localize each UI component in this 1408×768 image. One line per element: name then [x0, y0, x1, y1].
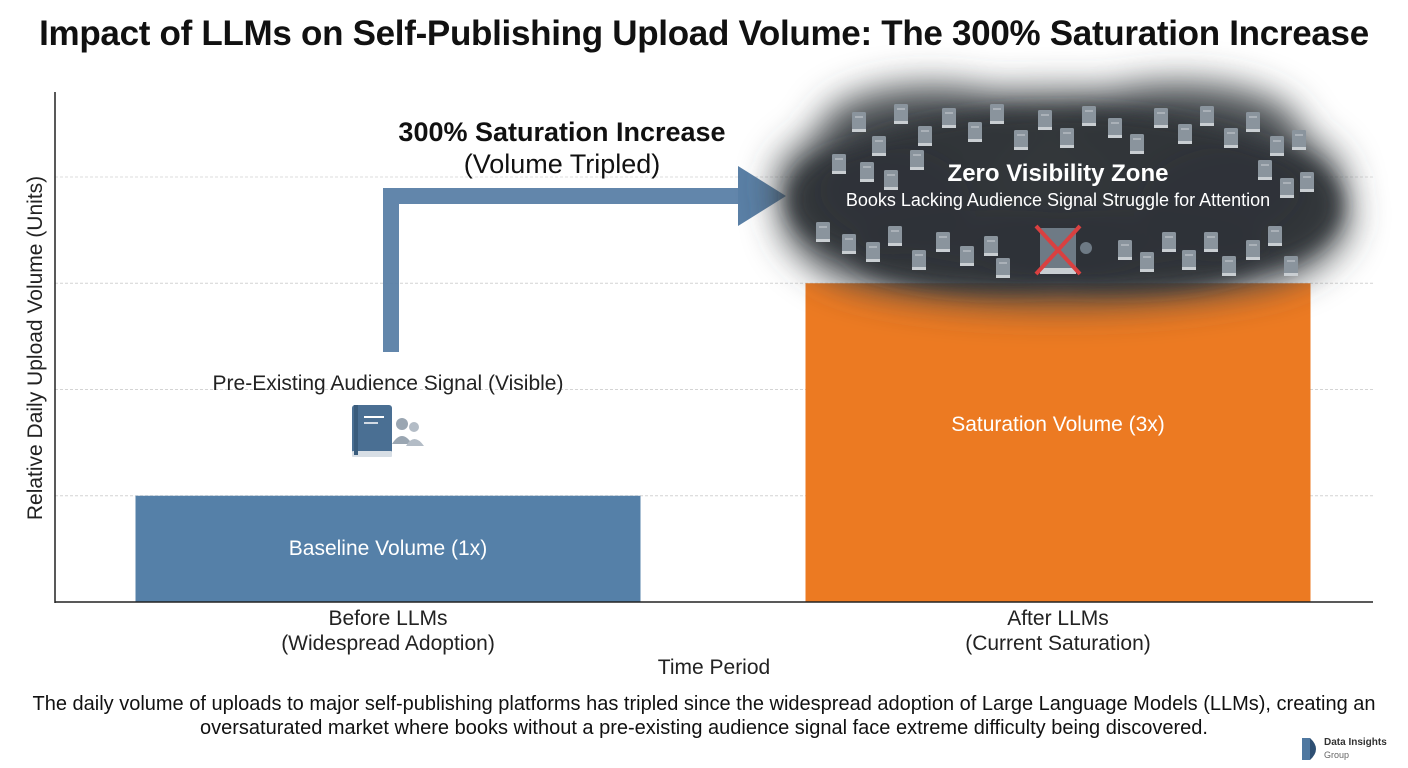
icons [352, 224, 1092, 457]
brand-logo-icon [1302, 738, 1316, 760]
grey-book-icon [1268, 226, 1282, 246]
grey-book-icon [1224, 128, 1238, 148]
grey-book-icon [866, 242, 880, 262]
grey-book-icon [1178, 124, 1192, 144]
grey-book-icon [990, 104, 1004, 124]
grey-book-icon [1204, 232, 1218, 252]
crossed-book-icon [1034, 224, 1092, 276]
grey-book-icon [852, 112, 866, 132]
brand-name: Data Insights [1324, 737, 1387, 748]
grey-book-icon [912, 250, 926, 270]
brand-subtitle: Group [1324, 750, 1350, 760]
grey-book-icon [1014, 130, 1028, 150]
arrow-head [738, 166, 786, 226]
chart-title: Impact of LLMs on Self-Publishing Upload… [39, 14, 1369, 53]
grey-book-icon [1292, 130, 1306, 150]
grey-book-icon [1140, 252, 1154, 272]
increase-annotation-subtitle: (Volume Tripled) [463, 149, 661, 179]
grey-book-icon [888, 226, 902, 246]
grey-book-icon [860, 162, 874, 182]
grey-book-icon [1108, 118, 1122, 138]
y-axis-label: Relative Daily Upload Volume (Units) [24, 175, 47, 521]
zero-visibility-zone-title: Zero Visibility Zone [947, 160, 1169, 187]
grey-book-icon [968, 122, 982, 142]
caption: The daily volume of uploads to major sel… [32, 693, 1376, 739]
x-tick-label-line: (Widespread Adoption) [281, 632, 495, 655]
grey-book-icon [1060, 128, 1074, 148]
grey-book-icon [832, 154, 846, 174]
axes [54, 92, 1373, 603]
book-cluster-icon [816, 104, 1314, 278]
x-tick-label-line: After LLMs [1007, 607, 1109, 630]
grey-book-icon [1130, 134, 1144, 154]
x-tick-label-line: Before LLMs [328, 607, 448, 630]
grey-book-icon [960, 246, 974, 266]
arrow-shaft [383, 188, 745, 352]
grey-book-icon [1246, 112, 1260, 132]
grey-book-icon [816, 222, 830, 242]
grey-book-icon [1258, 160, 1272, 180]
grey-book-icon [1200, 106, 1214, 126]
grey-book-icon [1154, 108, 1168, 128]
grey-book-icon [1270, 136, 1284, 156]
audience-icon [392, 418, 424, 446]
grey-book-icon [942, 108, 956, 128]
pre-existing-signal-label: Pre-Existing Audience Signal (Visible) [212, 372, 564, 395]
x-tick-label-after: After LLMs (Current Saturation) [888, 606, 1228, 656]
grey-book-icon [1246, 240, 1260, 260]
grey-book-icon [1284, 256, 1298, 276]
book-icon [352, 405, 392, 457]
x-axis-label: Time Period [657, 656, 771, 679]
grey-book-icon [1280, 178, 1294, 198]
increase-annotation-title: 300% Saturation Increase [398, 117, 726, 147]
grey-book-icon [1222, 256, 1236, 276]
bar-1 [805, 283, 1311, 602]
grey-book-icon [1300, 172, 1314, 192]
increase-arrow [383, 166, 786, 352]
bar-0 [135, 495, 641, 602]
zero-visibility-zone-subtitle: Books Lacking Audience Signal Struggle f… [845, 190, 1271, 210]
bar-label-baseline: Baseline Volume (1x) [288, 536, 488, 560]
grey-book-icon [936, 232, 950, 252]
x-tick-label-line: (Current Saturation) [965, 632, 1151, 655]
x-tick-label-before: Before LLMs (Widespread Adoption) [218, 606, 558, 656]
grey-book-icon [1182, 250, 1196, 270]
grey-book-icon [842, 234, 856, 254]
grey-book-icon [996, 258, 1010, 278]
zero-visibility-cloud [775, 82, 1350, 305]
grey-book-icon [910, 150, 924, 170]
grey-book-icon [1082, 106, 1096, 126]
grey-book-icon [1038, 110, 1052, 130]
grey-book-icon [894, 104, 908, 124]
grey-book-icon [918, 126, 932, 146]
grey-book-icon [884, 170, 898, 190]
grey-book-icon [872, 136, 886, 156]
grey-book-icon [1118, 240, 1132, 260]
grey-book-icon [984, 236, 998, 256]
bar-label-saturation: Saturation Volume (3x) [951, 412, 1165, 436]
grey-book-icon [1162, 232, 1176, 252]
bars [135, 283, 1311, 602]
